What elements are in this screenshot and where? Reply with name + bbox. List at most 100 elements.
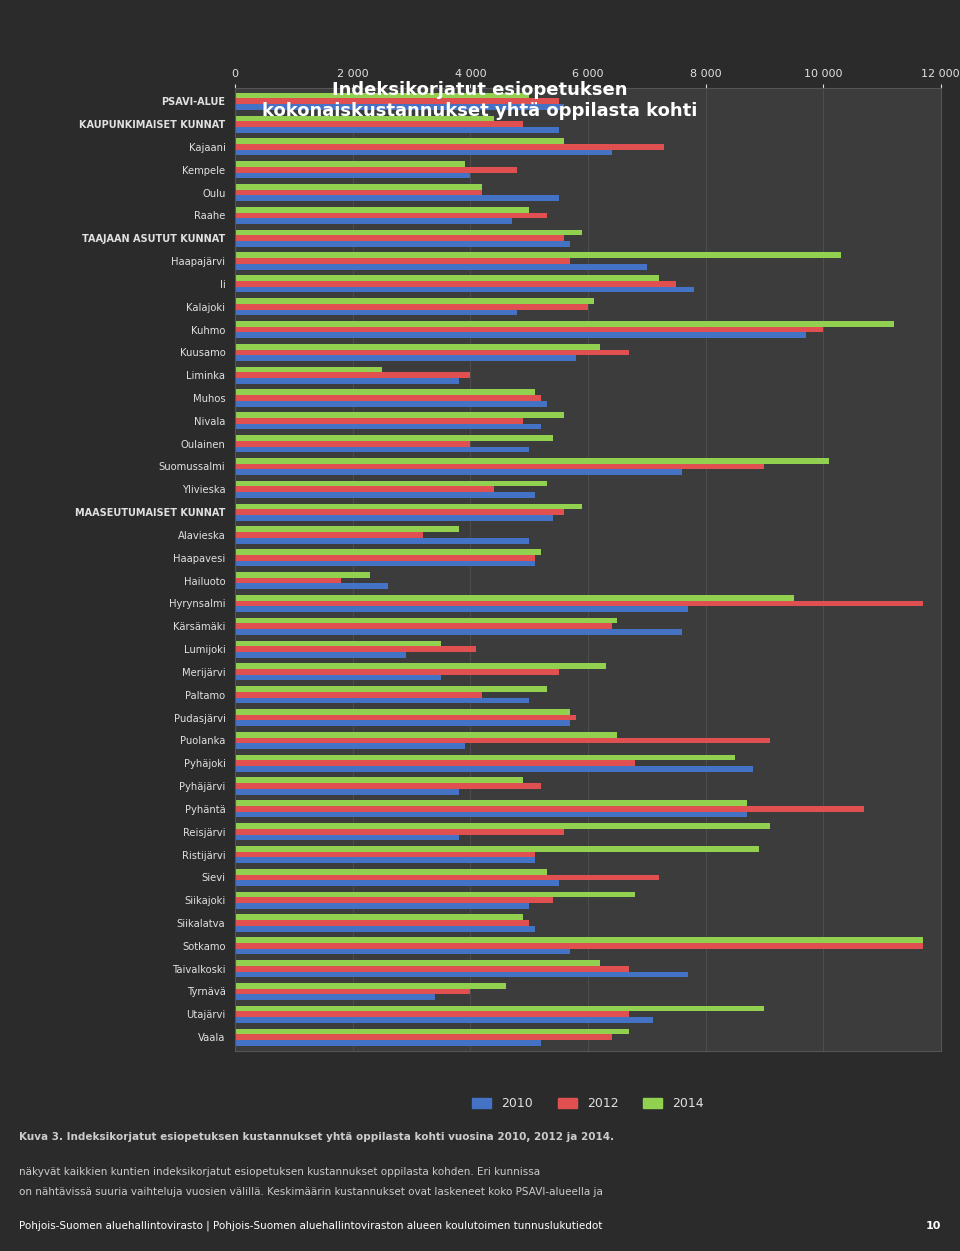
Bar	[235, 1012, 629, 1017]
Bar	[235, 914, 523, 921]
Bar	[235, 367, 382, 373]
Bar	[235, 173, 470, 179]
Bar	[235, 687, 547, 692]
Bar	[235, 458, 829, 464]
Bar	[235, 766, 753, 772]
Bar	[235, 743, 465, 749]
Bar	[235, 789, 459, 794]
Bar	[235, 578, 341, 583]
Bar	[235, 892, 636, 897]
Bar	[235, 166, 517, 173]
Bar	[235, 960, 600, 966]
Bar	[235, 812, 747, 817]
Bar	[235, 777, 523, 783]
Bar	[235, 549, 540, 555]
Bar	[235, 355, 576, 362]
Bar	[235, 298, 594, 304]
Bar	[235, 515, 553, 520]
Bar	[235, 1028, 629, 1035]
Bar	[235, 190, 482, 195]
Bar	[235, 344, 600, 349]
Bar	[235, 692, 482, 698]
Bar	[235, 669, 559, 674]
Bar	[235, 230, 582, 235]
Bar	[235, 253, 841, 258]
Bar	[235, 663, 606, 669]
Bar	[235, 948, 570, 955]
Text: 10: 10	[925, 1221, 941, 1231]
Bar	[235, 286, 694, 293]
Bar	[235, 389, 535, 395]
Bar	[235, 652, 406, 658]
Bar	[235, 560, 535, 567]
Bar	[235, 714, 576, 721]
Bar	[235, 327, 823, 333]
Bar	[235, 1035, 612, 1040]
Bar	[235, 698, 529, 703]
Bar	[235, 595, 794, 600]
Bar	[235, 480, 547, 487]
Bar	[235, 641, 441, 647]
Text: Pohjois-Suomen aluehallintovirasto | Pohjois-Suomen aluehallintoviraston alueen : Pohjois-Suomen aluehallintovirasto | Poh…	[19, 1221, 603, 1231]
Bar	[235, 868, 547, 874]
Bar	[235, 218, 512, 224]
Bar	[235, 1040, 540, 1046]
Bar	[235, 275, 659, 281]
Bar	[235, 926, 535, 932]
Bar	[235, 447, 529, 452]
Bar	[235, 104, 564, 110]
Text: Indeksikorjatut esiopetuksen
kokonaiskustannukset yhtä oppilasta kohti: Indeksikorjatut esiopetuksen kokonaiskus…	[262, 81, 698, 120]
Bar	[235, 709, 570, 714]
Bar	[235, 783, 540, 789]
Bar	[235, 995, 435, 1000]
Bar	[235, 1006, 764, 1012]
Bar	[235, 509, 564, 515]
Bar	[235, 281, 676, 286]
Bar	[235, 629, 682, 634]
Bar	[235, 846, 758, 852]
Bar	[235, 943, 924, 948]
Bar	[235, 647, 476, 652]
Bar	[235, 806, 864, 812]
Bar	[235, 988, 470, 995]
Bar	[235, 532, 423, 538]
Bar	[235, 600, 924, 607]
Bar	[235, 738, 770, 743]
Bar	[235, 966, 629, 972]
Bar	[235, 607, 688, 612]
Bar	[235, 144, 664, 150]
Bar	[235, 555, 535, 560]
Text: on nähtävissä suuria vaihteluja vuosien välillä. Keskimäärin kustannukset ovat l: on nähtävissä suuria vaihteluja vuosien …	[19, 1187, 603, 1197]
Bar	[235, 413, 564, 418]
Bar	[235, 213, 547, 218]
Bar	[235, 937, 924, 943]
Bar	[235, 834, 459, 841]
Bar	[235, 857, 535, 863]
Bar	[235, 487, 493, 492]
Bar	[235, 801, 747, 806]
Bar	[235, 264, 647, 270]
Bar	[235, 349, 629, 355]
Bar	[235, 378, 459, 384]
Bar	[235, 469, 682, 475]
Bar	[235, 400, 547, 407]
Bar	[235, 424, 540, 429]
Bar	[235, 418, 523, 424]
Bar	[235, 235, 564, 241]
Bar	[235, 504, 582, 509]
Bar	[235, 527, 459, 532]
Bar	[235, 464, 764, 469]
Bar	[235, 333, 805, 338]
Bar	[235, 972, 688, 977]
Bar	[235, 309, 517, 315]
Bar	[235, 150, 612, 155]
Bar	[235, 538, 529, 543]
Bar	[235, 1017, 653, 1023]
Legend: 2010, 2012, 2014: 2010, 2012, 2014	[472, 1097, 704, 1110]
Bar	[235, 195, 559, 201]
Bar	[235, 897, 553, 903]
Bar	[235, 435, 553, 440]
Bar	[235, 761, 636, 766]
Bar	[235, 322, 894, 327]
Text: Kuva 3. Indeksikorjatut esiopetuksen kustannukset yhtä oppilasta kohti vuosina 2: Kuva 3. Indeksikorjatut esiopetuksen kus…	[19, 1132, 614, 1142]
